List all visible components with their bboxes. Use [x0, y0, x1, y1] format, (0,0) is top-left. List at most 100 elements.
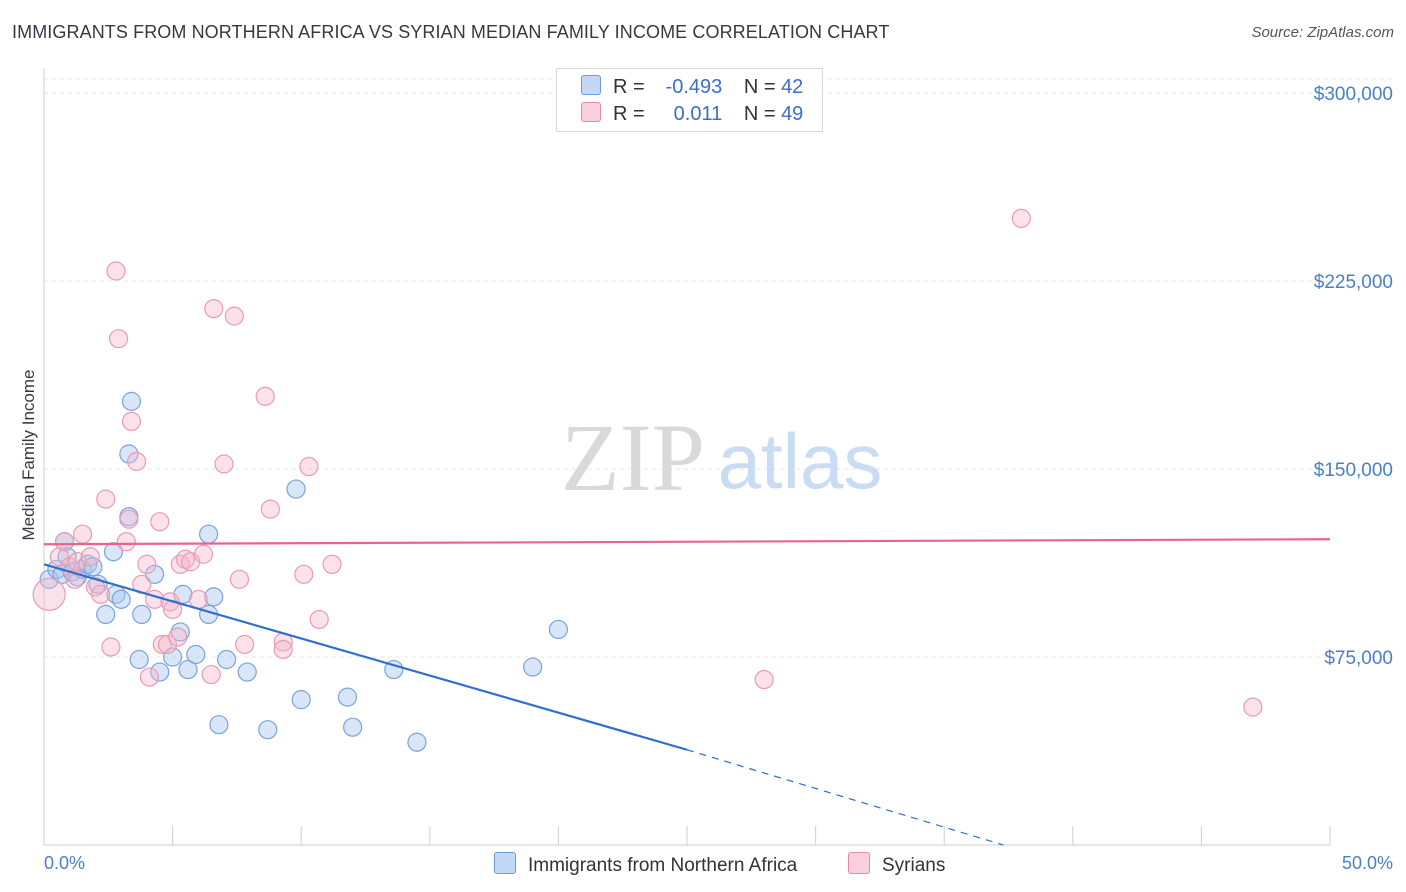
point-syrians: [137, 554, 157, 574]
point-northern-africa: [163, 647, 183, 667]
point-northern-africa: [286, 479, 306, 499]
point-syrians: [229, 569, 250, 589]
chart-title: IMMIGRANTS FROM NORTHERN AFRICA VS SYRIA…: [12, 22, 890, 42]
series-label-northern-africa: Immigrants from Northern Africa: [528, 855, 798, 876]
point-northern-africa: [103, 542, 124, 562]
point-syrians: [126, 451, 147, 472]
point-northern-africa: [186, 644, 206, 665]
point-northern-africa: [111, 589, 131, 609]
point-northern-africa: [132, 604, 152, 625]
legend-swatch-blue: [581, 75, 601, 95]
point-northern-africa: [144, 564, 165, 584]
point-syrians: [157, 634, 178, 655]
legend-r-label: R =: [613, 76, 645, 98]
point-syrians: [150, 512, 170, 532]
y-axis-title: Median Family Income: [19, 369, 38, 540]
point-northern-africa: [337, 687, 358, 707]
point-northern-africa: [291, 690, 311, 710]
legend-r-label: R =: [613, 103, 645, 125]
trend-lines: [43, 538, 1331, 846]
point-northern-africa: [523, 657, 543, 677]
point-syrians: [54, 532, 75, 552]
legend-r-value: 0.011: [673, 103, 723, 125]
point-syrians: [214, 454, 234, 474]
point-northern-africa: [204, 587, 224, 607]
source-label: Source: ZipAtlas.com: [1251, 24, 1394, 41]
point-syrians: [67, 552, 88, 572]
y-tick-label: $300,000: [1314, 84, 1393, 105]
point-syrians: [116, 532, 136, 552]
y-tick-label: $150,000: [1314, 460, 1393, 481]
y-tick-label: $75,000: [1324, 648, 1393, 669]
point-northern-africa: [39, 569, 59, 589]
point-northern-africa: [178, 659, 198, 680]
series-swatch-pink: [848, 852, 870, 874]
point-syrians: [108, 329, 129, 349]
trend-line-northern-africa: [43, 563, 688, 751]
point-syrians: [235, 634, 255, 655]
point-syrians: [96, 489, 116, 509]
legend-swatch-pink: [581, 102, 601, 122]
point-syrians: [90, 584, 111, 604]
point-syrians: [754, 669, 774, 690]
point-syrians: [309, 609, 329, 630]
point-syrians: [294, 564, 314, 584]
grid-lines: [44, 78, 1393, 658]
point-northern-africa: [237, 662, 257, 682]
point-syrians: [273, 639, 293, 660]
legend-row-northern-africa: R = -0.493 N = 42: [581, 75, 803, 101]
point-northern-africa: [384, 659, 404, 680]
point-northern-africa: [258, 720, 278, 740]
point-syrians: [168, 627, 188, 647]
point-syrians: [299, 456, 319, 477]
series-legend-syrians: Syrians: [848, 852, 945, 877]
point-syrians: [101, 637, 121, 657]
axis-labels: Median Family Income 0.0% 50.0% $75,000 $…: [19, 84, 1393, 873]
point-northern-africa: [548, 619, 569, 640]
y-tick-label: $225,000: [1314, 272, 1393, 293]
series-swatch-blue: [494, 852, 516, 874]
legend-n-value: 49: [781, 103, 804, 125]
point-syrians: [193, 544, 214, 564]
legend-row-syrians: R = 0.011 N = 49: [581, 102, 803, 128]
trend-line-northern-africa-extrapolated: [686, 749, 1004, 846]
point-syrians: [255, 386, 275, 406]
point-syrians: [188, 589, 208, 609]
legend-n-label: N =: [743, 76, 776, 98]
point-syrians: [121, 411, 142, 432]
legend-r-value: -0.493: [665, 76, 723, 98]
point-syrians: [201, 664, 221, 685]
point-syrians: [106, 261, 126, 281]
watermark-atlas: atlas: [718, 417, 883, 505]
watermark-zip: ZIP: [561, 404, 705, 511]
point-northern-africa: [407, 732, 427, 752]
point-syrians: [204, 299, 224, 319]
series-legend-northern-africa: Immigrants from Northern Africa: [494, 852, 797, 877]
point-syrians: [80, 547, 100, 567]
point-syrians: [322, 554, 342, 574]
point-northern-africa: [343, 717, 363, 737]
series-legend: Immigrants from Northern Africa Syrians: [0, 852, 1406, 878]
point-syrians: [1011, 208, 1031, 228]
point-northern-africa: [170, 622, 190, 642]
watermark: ZIP atlas: [561, 404, 882, 511]
point-northern-africa: [150, 662, 170, 682]
point-syrians: [119, 509, 139, 529]
point-syrians: [32, 577, 66, 611]
point-northern-africa: [96, 604, 116, 625]
point-syrians: [1243, 697, 1263, 717]
point-northern-africa: [199, 524, 219, 544]
data-points: [32, 208, 1263, 752]
x-tick-label-end: 50.0%: [1342, 853, 1393, 873]
point-syrians: [152, 634, 172, 655]
point-syrians: [224, 306, 244, 326]
point-northern-africa: [217, 649, 237, 670]
trend-line-syrians: [43, 538, 1331, 546]
point-northern-africa: [129, 649, 149, 670]
point-syrians: [49, 547, 70, 567]
point-syrians: [260, 499, 280, 519]
point-northern-africa: [121, 391, 142, 411]
correlation-legend: R = -0.493 N = 42 R = 0.011 N = 49: [556, 68, 823, 132]
point-syrians: [72, 524, 93, 544]
